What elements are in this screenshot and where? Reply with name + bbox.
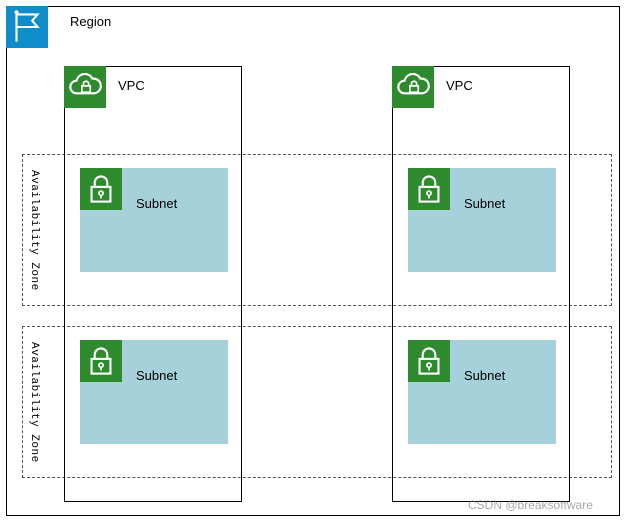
availability-zone-label: Availability Zone: [28, 342, 40, 463]
vpc-icon: [64, 66, 106, 108]
vpc-icon: [392, 66, 434, 108]
subnet-icon: [408, 340, 450, 382]
vpc-label: VPC: [118, 78, 145, 93]
subnet-label: Subnet: [136, 368, 177, 383]
diagram-canvas: Region Availability Zone Availability Zo…: [0, 0, 627, 522]
subnet-label: Subnet: [136, 196, 177, 211]
subnet-icon: [408, 168, 450, 210]
region-label: Region: [70, 14, 111, 29]
vpc-label: VPC: [446, 78, 473, 93]
region-icon: [6, 6, 48, 48]
subnet-icon: [80, 340, 122, 382]
subnet-label: Subnet: [464, 368, 505, 383]
subnet-icon: [80, 168, 122, 210]
watermark-text: CSDN @breaksoftware: [468, 498, 593, 512]
subnet-label: Subnet: [464, 196, 505, 211]
availability-zone-label: Availability Zone: [28, 170, 40, 291]
